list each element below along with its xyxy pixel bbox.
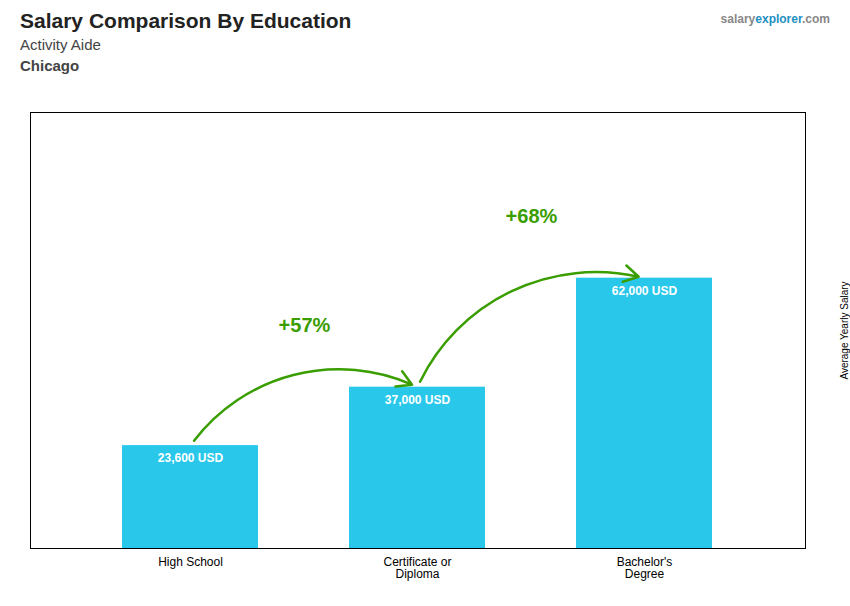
html-text:Activity Aide: Activity Aide xyxy=(20,36,101,53)
svg-text:Certificate orDiploma: Certificate orDiploma xyxy=(383,555,451,581)
svg-text:Average Yearly Salary: Average Yearly Salary xyxy=(839,281,850,379)
svg-text:+57%: +57% xyxy=(279,314,331,336)
svg-text:High School: High School xyxy=(158,555,223,569)
html-text:Salary Comparison By Education: Salary Comparison By Education xyxy=(20,9,352,32)
svg-text:+68%: +68% xyxy=(506,205,558,227)
svg-text:37,000 USD: 37,000 USD xyxy=(385,393,451,407)
html-text:Chicago: Chicago xyxy=(20,57,80,74)
svg-text:23,600 USD: 23,600 USD xyxy=(158,451,224,465)
svg-text:62,000 USD: 62,000 USD xyxy=(612,284,678,298)
html-text:salary explorer.com: salary explorer.com xyxy=(720,12,830,26)
svg-text:Bachelor'sDegree: Bachelor'sDegree xyxy=(617,555,673,581)
